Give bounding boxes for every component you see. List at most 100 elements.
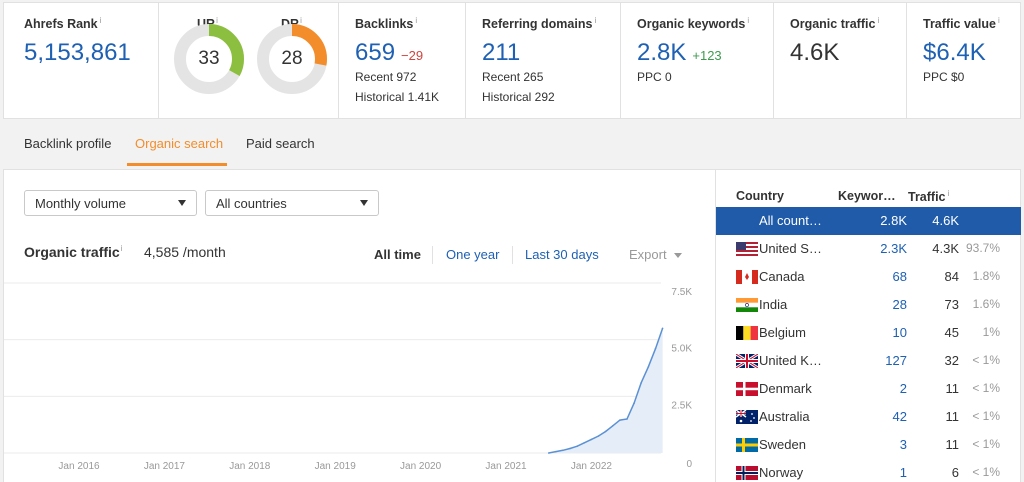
country-keywords[interactable]: 28: [892, 297, 907, 312]
keywords-column-header[interactable]: Keywor…: [838, 189, 896, 203]
info-icon[interactable]: i: [747, 16, 750, 25]
backlinks-value[interactable]: 659 −29: [355, 39, 424, 66]
country-traffic: 11: [945, 437, 960, 452]
referring-domains-historical[interactable]: Historical 292: [482, 90, 555, 104]
volume-select[interactable]: Monthly volume: [24, 190, 197, 216]
table-row[interactable]: All count… 2.8K 4.6K: [716, 207, 1021, 235]
data-point: [569, 447, 571, 450]
table-row[interactable]: Norway 1 6 < 1%: [716, 459, 1021, 482]
table-row[interactable]: India 28 73 1.6%: [716, 291, 1021, 319]
country-keywords[interactable]: 10: [892, 325, 907, 340]
country-keywords[interactable]: 68: [892, 269, 907, 284]
tab-backlink-profile[interactable]: Backlink profile: [24, 136, 112, 151]
data-point: [633, 402, 635, 404]
traffic-value-title[interactable]: Traffic value i: [923, 16, 1000, 32]
ahrefs-rank-title[interactable]: Ahrefs Rank i: [24, 16, 102, 32]
volume-select-value: Monthly volume: [35, 196, 127, 211]
table-row[interactable]: Australia 42 11 < 1%: [716, 403, 1021, 431]
info-icon[interactable]: i: [877, 16, 880, 25]
traffic-value-card: Traffic value i $6.4K PPC $0: [907, 3, 1022, 118]
country-keywords[interactable]: 127: [885, 353, 907, 368]
backlinks-historical[interactable]: Historical 1.41K: [355, 90, 440, 104]
country-select-value: All countries: [216, 196, 287, 211]
ca-flag-icon: [736, 270, 758, 284]
table-row[interactable]: United S… 2.3K 4.3K 93.7%: [716, 235, 1021, 263]
table-row[interactable]: Belgium 10 45 1%: [716, 319, 1021, 347]
data-point: [619, 419, 621, 421]
y-tick-label: 2.5K: [671, 400, 692, 411]
info-icon[interactable]: i: [300, 16, 302, 25]
country-name: Denmark: [759, 381, 812, 396]
referring-domains-value[interactable]: 211: [482, 39, 521, 66]
country-traffic: 6: [951, 465, 959, 480]
country-traffic: 4.6K: [932, 213, 959, 228]
data-point: [547, 452, 550, 454]
export-button[interactable]: Export: [629, 247, 682, 262]
info-icon[interactable]: i: [997, 16, 1000, 25]
table-row[interactable]: Canada 68 84 1.8%: [716, 263, 1021, 291]
ahrefs-rank-value: 5,153,861: [24, 39, 131, 66]
country-traffic-share: 1%: [982, 325, 1000, 339]
referring-domains-recent[interactable]: Recent 265: [482, 70, 544, 84]
country-traffic: 45: [944, 325, 959, 340]
organic-keywords-value[interactable]: 2.8K +123: [637, 39, 722, 66]
info-icon[interactable]: i: [415, 16, 418, 25]
tab-organic-search[interactable]: Organic search: [135, 136, 224, 151]
referring-domains-card: Referring domains i 211 Recent 265 Histor…: [466, 3, 621, 118]
data-point: [604, 430, 607, 433]
table-row[interactable]: United K… 127 32 < 1%: [716, 347, 1021, 375]
country-traffic: 11: [945, 409, 960, 424]
info-icon[interactable]: i: [99, 16, 102, 25]
country-keywords[interactable]: 2.8K: [880, 213, 907, 228]
country-keywords[interactable]: 3: [899, 437, 907, 452]
organic-keywords-delta: +123: [692, 48, 722, 63]
tab-paid-search[interactable]: Paid search: [246, 136, 315, 151]
table-row[interactable]: Sweden 3 11 < 1%: [716, 431, 1021, 459]
country-select[interactable]: All countries: [205, 190, 379, 216]
organic-traffic-title[interactable]: Organic traffic i: [790, 16, 880, 32]
country-keywords[interactable]: 2.3K: [880, 241, 907, 256]
data-point: [661, 327, 664, 330]
country-name: All count…: [759, 213, 822, 228]
organic-traffic-chart-title: Organic traffici: [24, 244, 123, 260]
y-tick-label: 0: [686, 459, 692, 470]
table-row[interactable]: Denmark 2 11 < 1%: [716, 375, 1021, 403]
referring-domains-title[interactable]: Referring domains i: [482, 16, 597, 32]
ur-value: 33: [198, 48, 220, 69]
range-one-year[interactable]: One year: [446, 247, 500, 262]
range-all-time[interactable]: All time: [374, 247, 421, 262]
country-name: United K…: [759, 353, 822, 368]
traffic-column-header[interactable]: Traffic i: [908, 189, 950, 205]
country-traffic-share: < 1%: [972, 381, 1000, 395]
info-icon[interactable]: i: [947, 189, 950, 198]
backlinks-card: Backlinks i 659 −29 Recent 972 Historical …: [339, 3, 466, 118]
range-last-30-days[interactable]: Last 30 days: [525, 247, 599, 262]
active-tab-indicator: [127, 163, 227, 166]
x-tick-label: Jan 2019: [315, 461, 357, 472]
backlinks-title[interactable]: Backlinks i: [355, 16, 418, 32]
country-traffic: 73: [944, 297, 959, 312]
country-keywords[interactable]: 42: [892, 409, 907, 424]
info-icon[interactable]: i: [594, 16, 597, 25]
country-traffic-share: < 1%: [972, 437, 1000, 451]
country-keywords[interactable]: 1: [899, 465, 907, 480]
country-keywords[interactable]: 2: [899, 381, 907, 396]
country-traffic-share: < 1%: [972, 353, 1000, 367]
traffic-value-value[interactable]: $6.4K: [923, 39, 986, 66]
x-tick-label: Jan 2022: [571, 461, 613, 472]
us-flag-icon: [736, 242, 758, 256]
backlinks-recent[interactable]: Recent 972: [355, 70, 417, 84]
country-name: United S…: [759, 241, 822, 256]
traffic-value-ppc: PPC $0: [923, 70, 965, 84]
info-icon[interactable]: i: [120, 244, 123, 254]
organic-keywords-title[interactable]: Organic keywords i: [637, 16, 750, 32]
y-tick-label: 7.5K: [671, 287, 692, 298]
organic-traffic-card: Organic traffic i 4.6K: [774, 3, 907, 118]
data-point: [611, 425, 614, 427]
section-tabs: Backlink profile Organic search Paid sea…: [3, 119, 1021, 169]
country-table: Country Keywor… Traffic i All count… 2.8K 4…: [715, 170, 1021, 482]
country-column-header[interactable]: Country: [736, 189, 784, 203]
gb-flag-icon: [736, 354, 758, 368]
data-point: [640, 381, 643, 384]
info-icon[interactable]: i: [216, 16, 218, 25]
